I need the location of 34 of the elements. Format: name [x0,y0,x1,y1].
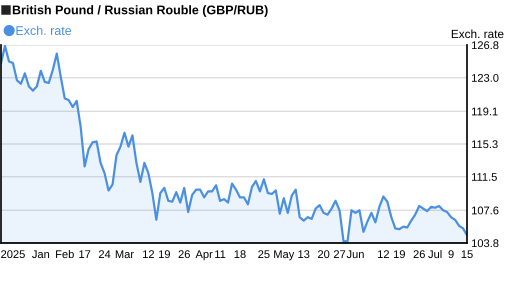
x-tick-label: 2025 [1,250,25,258]
x-tick-label: Jan [32,250,50,258]
x-tick-label: May [274,250,294,260]
chart-title: British Pound / Russian Rouble (GBP/RUB) [12,5,268,17]
x-tick-label: 17 [79,250,90,258]
x-tick-label: Mar [116,250,134,258]
y-tick-label: 115.3 [472,140,498,148]
x-tick-label: 13 [298,250,310,258]
y-tick-label: 126.8 [472,41,498,50]
y-tick-label: 111.5 [472,173,497,181]
x-tick-label: 26 [178,250,190,258]
x-tick-label: 11 [215,250,226,258]
y-tick-label: 119.1 [472,108,498,116]
x-tick-label: 27 [334,250,346,258]
y-tick-label: 123.0 [472,74,499,82]
x-tick-label: 20 [318,250,330,258]
x-tick-label: 26 [414,250,425,258]
x-tick-label: Apr [196,250,213,260]
x-tick-label: Jul [428,250,442,258]
x-tick-label: 12 [143,250,154,258]
x-tick-label: 25 [258,250,270,258]
x-tick-label: 19 [394,250,405,258]
y-axis-title: Exch. rate [452,29,504,38]
y-tick-label: 107.6 [472,206,498,214]
y-tick-label: 103.8 [472,239,498,248]
x-tick-label: 15 [462,250,473,258]
x-tick-label: Feb [56,250,74,258]
x-tick-label: 19 [158,250,170,258]
x-tick-label: Jun [346,250,364,258]
x-tick-label: 9 [448,250,454,258]
x-tick-label: 24 [98,250,110,258]
legend-label: Exch. rate [16,26,72,36]
x-tick-label: 18 [234,250,246,258]
x-tick-label: 12 [378,250,389,258]
